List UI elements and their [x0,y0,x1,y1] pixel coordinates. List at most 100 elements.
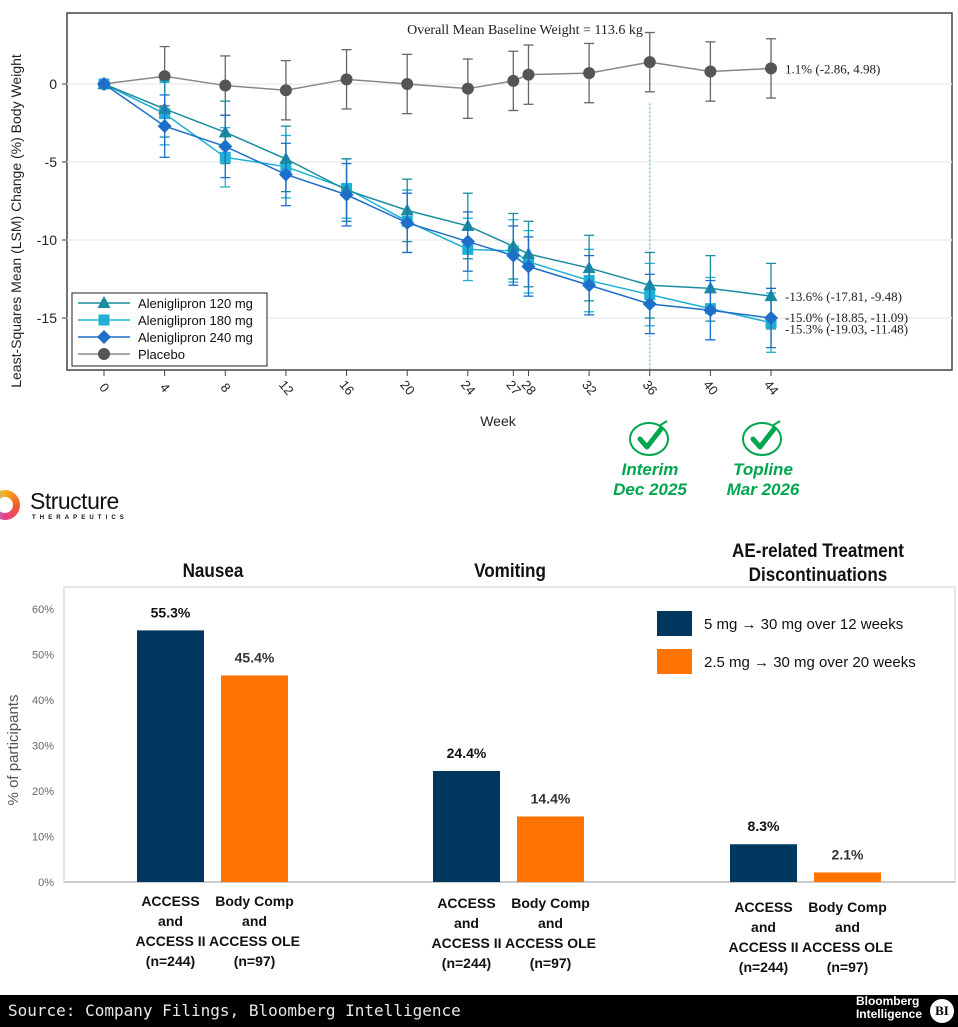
category-label: ACCESS [734,899,792,915]
series-aleniglipron-240-mg [97,77,779,349]
data-point-circle [461,82,474,95]
data-point-circle [704,65,717,78]
bar [814,872,881,882]
data-point-diamond [460,234,475,249]
category-label: and [242,913,267,929]
group-title: Nausea [183,560,245,581]
category-label: ACCESS OLE [802,939,893,955]
data-point-diamond [642,296,657,311]
milestone-interim-date: Dec 2025 [613,480,687,499]
x-tick-label: 40 [700,377,721,398]
data-point-circle [583,67,596,80]
data-point-diamond [278,167,293,182]
bar [517,816,584,882]
bar-y-axis-label: % of participants [5,695,22,806]
bar-y-tick-label: 60% [32,604,54,616]
group-title: AE-related Treatment [732,540,904,561]
y-tick-label: -5 [45,154,58,170]
bi-badge-icon: BI [930,999,954,1023]
legend-label: Placebo [138,347,185,362]
legend-swatch [657,611,692,636]
data-point-diamond [400,215,415,230]
data-point-triangle [97,296,111,308]
data-point-diamond [764,311,779,325]
data-point-diamond [218,139,233,154]
brand-line-1: Bloomberg [855,994,920,1008]
milestone-topline-date: Mar 2026 [726,480,800,499]
legend-label: Aleniglipron 120 mg [138,296,253,311]
data-point-diamond [97,77,111,91]
structure-therapeutics-logo: Structure THERAPEUTICS [0,488,140,528]
data-point-circle [219,79,232,92]
group-title: Discontinuations [749,564,888,585]
bar [433,770,500,882]
category-label: ACCESS [141,893,199,909]
category-label: (n=97) [827,959,869,975]
bar-value-label: 45.4% [235,649,275,665]
y-tick-label: -15 [37,310,57,326]
x-tick-label: 16 [337,377,358,398]
x-axis-label: Week [480,413,517,429]
bar-y-tick-label: 30% [32,741,54,753]
x-tick-label: 8 [218,380,234,395]
group-title: Vomiting [474,560,546,581]
bar-value-label: 24.4% [447,745,487,761]
series-placebo [98,31,778,121]
data-point-diamond [582,278,597,293]
x-tick-label: 4 [157,380,173,395]
bar-y-tick-label: 40% [32,695,54,707]
bar-y-tick-label: 0% [38,877,54,889]
category-label: and [751,919,776,935]
bar-value-label: 14.4% [531,790,571,806]
source-text: Source: Company Filings, Bloomberg Intel… [8,1001,461,1020]
category-label: (n=244) [442,955,491,971]
bar-value-label: 2.1% [832,846,864,862]
category-label: ACCESS II [135,933,205,949]
x-tick-label: 32 [579,377,600,398]
y-tick-label: 0 [49,76,57,92]
logo-name: Structure [30,488,119,514]
data-point-diamond [506,248,521,263]
x-tick-label: 12 [276,377,297,398]
category-label: ACCESS [437,895,495,911]
y-axis-label: Least-Squares Mean (LSM) Change (%) Body… [8,54,24,388]
x-tick-label: 20 [397,377,418,398]
y-tick-label: -10 [37,232,57,248]
check-circle-icon [742,420,782,456]
footer-bar: Source: Company Filings, Bloomberg Intel… [0,995,958,1027]
end-value-label: -15.0% (-18.85, -11.09) [785,310,908,325]
bloomberg-intelligence-wordmark: Bloomberg Intelligence [856,995,922,1021]
end-value-label: 1.1% (-2.86, 4.98) [785,61,880,76]
milestone-topline: Topline Mar 2026 [708,420,818,500]
logo-mark-icon [0,490,20,520]
category-label: (n=97) [530,955,572,971]
bar-y-tick-label: 10% [32,832,54,844]
data-point-circle [765,62,778,75]
milestone-interim: Interim Dec 2025 [595,420,705,500]
bar-y-tick-label: 50% [32,650,54,662]
milestone-interim-label: Interim [621,460,679,479]
end-value-label: -13.6% (-17.81, -9.48) [785,289,902,304]
data-point-square [98,314,110,326]
data-point-diamond [703,303,718,318]
category-label: Body Comp [808,899,887,915]
data-point-diamond [521,259,536,274]
data-point-circle [340,73,353,86]
milestone-topline-label: Topline [733,460,793,479]
bar-value-label: 8.3% [748,818,780,834]
legend-label: Aleniglipron 180 mg [138,313,253,328]
data-point-circle [279,84,292,97]
category-label: ACCESS OLE [209,933,300,949]
bar-value-label: 55.3% [151,604,191,620]
category-label: and [454,915,479,931]
category-label: (n=244) [146,953,195,969]
category-label: Body Comp [215,893,294,909]
category-label: and [538,915,563,931]
end-value-label: -15.3% (-19.03, -11.48) [785,322,908,337]
legend-label: Aleniglipron 240 mg [138,330,253,345]
bar-y-tick-label: 20% [32,786,54,798]
data-point-circle [158,70,171,83]
adverse-events-bar-chart: % of participants 0% 10% 20% 30% 40% 50% 60% N… [5,540,956,975]
data-point-circle [98,348,110,360]
legend-swatch [657,649,692,674]
